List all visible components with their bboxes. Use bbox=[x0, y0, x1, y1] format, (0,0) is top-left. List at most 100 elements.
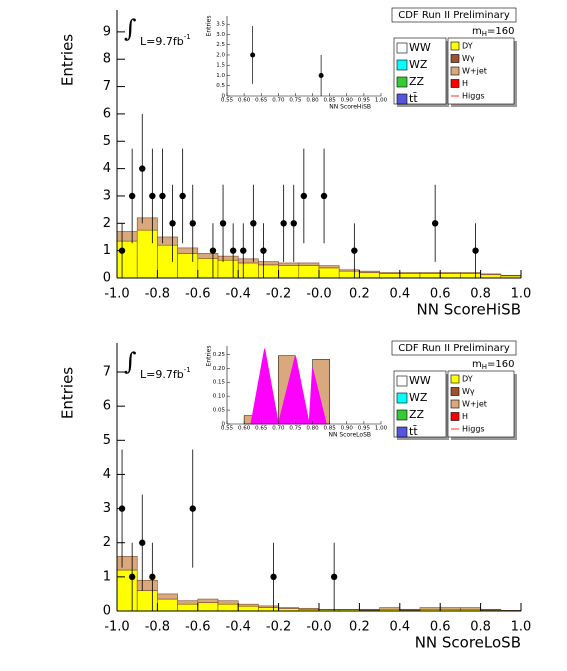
histogram-bar bbox=[339, 271, 359, 278]
data-point bbox=[250, 220, 256, 226]
data-point bbox=[119, 247, 125, 253]
x-tick-label: 1.0 bbox=[511, 287, 532, 302]
histogram-bar bbox=[501, 275, 521, 276]
legend-label: WW bbox=[409, 41, 431, 54]
legend-label: Higgs bbox=[462, 92, 485, 101]
mass-label-part: =160 bbox=[487, 359, 514, 370]
x-tick-label: -0.6 bbox=[185, 620, 210, 635]
data-point bbox=[240, 247, 246, 253]
legend-swatch bbox=[397, 77, 407, 87]
histogram-bar bbox=[238, 606, 258, 611]
data-point bbox=[190, 505, 196, 511]
histogram-bar bbox=[460, 608, 480, 610]
inset-x-axis-title: NN ScoreHiSB bbox=[329, 104, 371, 111]
histogram-bar bbox=[218, 260, 238, 278]
histogram-bar bbox=[279, 608, 299, 609]
y-axis-title: Entries bbox=[59, 34, 77, 86]
legend-swatch bbox=[397, 410, 407, 420]
histogram-bar bbox=[137, 591, 157, 611]
histogram-bar bbox=[380, 608, 400, 610]
data-point bbox=[159, 193, 165, 199]
legend-label: ZZ bbox=[409, 75, 425, 88]
y-tick-label: 7 bbox=[103, 365, 111, 380]
x-tick-label: -0.8 bbox=[145, 287, 170, 302]
histogram-bar bbox=[258, 608, 278, 611]
data-point bbox=[472, 247, 478, 253]
data-point bbox=[280, 220, 286, 226]
data-point bbox=[129, 574, 135, 580]
y-tick-label: 3 bbox=[103, 188, 111, 203]
histogram-bar bbox=[380, 274, 400, 278]
histogram-bar bbox=[178, 601, 198, 604]
inset-x-tick-label: 0.60 bbox=[238, 426, 251, 432]
histogram-bar bbox=[238, 604, 258, 606]
data-point bbox=[139, 165, 145, 171]
legend-swatch bbox=[397, 427, 407, 437]
histogram-bar bbox=[339, 270, 359, 271]
data-point bbox=[149, 574, 155, 580]
histogram-bar bbox=[218, 601, 238, 604]
x-tick-label: -0.8 bbox=[145, 620, 170, 635]
data-point bbox=[291, 220, 297, 226]
x-tick-label: -0.0 bbox=[306, 287, 331, 302]
x-tick-label: -0.4 bbox=[226, 620, 251, 635]
y-tick-label: 4 bbox=[103, 161, 111, 176]
y-tick-label: 5 bbox=[103, 433, 111, 448]
histogram-bar bbox=[420, 273, 440, 274]
inset-y-tick-label: 0.10 bbox=[213, 394, 226, 400]
histogram-bar bbox=[359, 609, 379, 610]
lumi-label-part: -1 bbox=[184, 33, 191, 41]
legend-swatch bbox=[451, 42, 459, 50]
legend-label: H bbox=[462, 412, 468, 421]
data-point bbox=[210, 247, 216, 253]
data-point bbox=[129, 193, 135, 199]
histogram-bar bbox=[198, 258, 218, 278]
histogram-bar bbox=[238, 259, 258, 263]
inset-y-tick-label: 0.5 bbox=[216, 83, 225, 89]
x-tick-label: 0.2 bbox=[349, 287, 370, 302]
legend-label: Wγ bbox=[462, 54, 475, 63]
inset-x-tick-label: 0.80 bbox=[306, 98, 319, 104]
inset-x-tick-label: 0.70 bbox=[272, 98, 285, 104]
histogram-bar bbox=[440, 274, 460, 278]
data-point bbox=[260, 247, 266, 253]
x-tick-label: 0.2 bbox=[349, 620, 370, 635]
x-tick-label: 0.8 bbox=[470, 620, 491, 635]
inset-y-tick-label: 1.0 bbox=[216, 73, 225, 79]
data-point bbox=[190, 220, 196, 226]
histogram-bar bbox=[299, 263, 319, 266]
legend-swatch bbox=[451, 388, 459, 396]
histogram-bar bbox=[299, 266, 319, 278]
histogram-bar bbox=[198, 602, 218, 611]
y-tick-label: 1 bbox=[103, 243, 111, 258]
x-tick-label: 0.8 bbox=[470, 287, 491, 302]
legend-label: Higgs bbox=[462, 425, 485, 434]
inset-y-tick-label: 2.0 bbox=[216, 52, 225, 58]
lumi-label: L=9.7fb-1 bbox=[140, 366, 191, 381]
inset-y-tick-label: 2.5 bbox=[216, 42, 225, 48]
histogram-bar bbox=[258, 265, 278, 278]
inset-y-tick-label: 0.15 bbox=[213, 380, 226, 386]
data-point bbox=[351, 247, 357, 253]
histogram-bar bbox=[157, 245, 177, 278]
histogram-bar bbox=[319, 268, 339, 278]
integral-sign: ∫ bbox=[124, 15, 137, 43]
histogram-bar bbox=[157, 594, 177, 599]
histogram-bar bbox=[279, 266, 299, 278]
legend-swatch bbox=[451, 400, 459, 408]
legend-swatch bbox=[397, 393, 407, 403]
legend-label: WW bbox=[409, 374, 431, 387]
inset-x-tick-label: 1.00 bbox=[375, 98, 388, 104]
legend-label: Wγ bbox=[462, 387, 475, 396]
histogram-bar bbox=[380, 273, 400, 274]
histogram-bar bbox=[400, 274, 420, 278]
legend-label: DY bbox=[462, 42, 473, 51]
x-tick-label: 0.4 bbox=[389, 620, 410, 635]
y-tick-label: 7 bbox=[103, 79, 111, 94]
histogram-bar bbox=[137, 580, 157, 590]
inset-y-tick-label: 3.0 bbox=[216, 32, 225, 38]
inset-x-tick-label: 0.65 bbox=[255, 98, 268, 104]
y-tick-label: 1 bbox=[103, 569, 111, 584]
